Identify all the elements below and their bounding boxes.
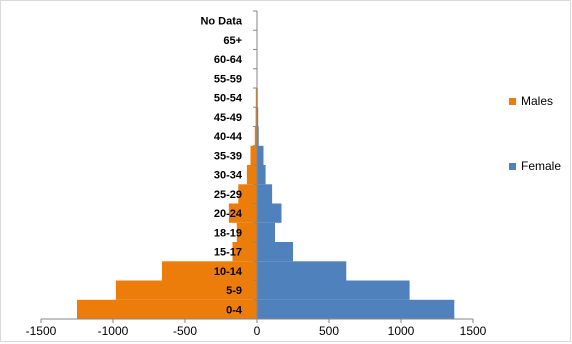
bar-female-18-19	[257, 222, 275, 243]
category-label: 45-49	[214, 112, 242, 124]
legend-swatch-female	[509, 162, 516, 170]
category-label: 65+	[223, 35, 242, 47]
bar-males-15-17	[232, 242, 257, 262]
x-tick-label: 500	[319, 324, 339, 338]
category-label: 20-24	[214, 208, 243, 220]
category-label: 60-64	[214, 54, 243, 66]
bar-males-40-44	[254, 126, 257, 146]
x-tick-label: 1500	[460, 324, 487, 338]
x-tick-label: 1000	[388, 324, 415, 338]
bar-female-10-14	[257, 261, 347, 281]
category-label: No Data	[200, 16, 242, 28]
bar-males-20-24	[228, 203, 257, 223]
x-tick-label: -1500	[26, 324, 57, 338]
x-tick-label: -500	[173, 324, 197, 338]
x-tick-label: -1000	[98, 324, 129, 338]
bar-males-5-9	[115, 280, 258, 300]
bar-males-50-54	[255, 88, 257, 108]
bar-males-10-14	[162, 261, 257, 281]
category-label: 25-29	[214, 189, 242, 201]
category-label: 55-59	[214, 73, 242, 85]
category-label: 18-19	[214, 227, 242, 239]
bar-males-30-34	[246, 165, 257, 185]
category-label: 30-34	[214, 170, 243, 182]
x-tick-label: 0	[254, 324, 261, 338]
bar-female-5-9	[257, 280, 410, 300]
bar-males-45-49	[255, 107, 257, 127]
bar-female-30-34	[257, 165, 266, 185]
bar-males-35-39	[250, 145, 257, 166]
category-label: 40-44	[214, 131, 243, 143]
bar-female-35-39	[257, 145, 264, 166]
legend-label-female: Female	[521, 159, 562, 173]
bar-males-0-4	[77, 299, 257, 320]
bar-males-18-19	[236, 222, 257, 243]
bar-female-20-24	[257, 203, 282, 223]
bar-female-40-44	[257, 126, 259, 146]
bar-female-15-17	[257, 242, 293, 262]
bar-female-45-49	[257, 107, 259, 127]
category-label: 50-54	[214, 93, 243, 105]
legend-item-female: Female	[509, 159, 561, 173]
legend-swatch-males	[509, 97, 516, 105]
bar-female-0-4	[257, 299, 455, 320]
bar-female-25-29	[257, 184, 273, 204]
category-label: 10-14	[214, 266, 243, 278]
legend-label-males: Males	[521, 94, 554, 108]
category-label: 5-9	[226, 285, 242, 297]
bar-males-25-29	[238, 184, 257, 204]
category-label: 35-39	[214, 150, 242, 162]
category-label: 15-17	[214, 247, 242, 259]
category-label: 0-4	[226, 304, 243, 316]
legend-item-males: Males	[509, 94, 553, 108]
